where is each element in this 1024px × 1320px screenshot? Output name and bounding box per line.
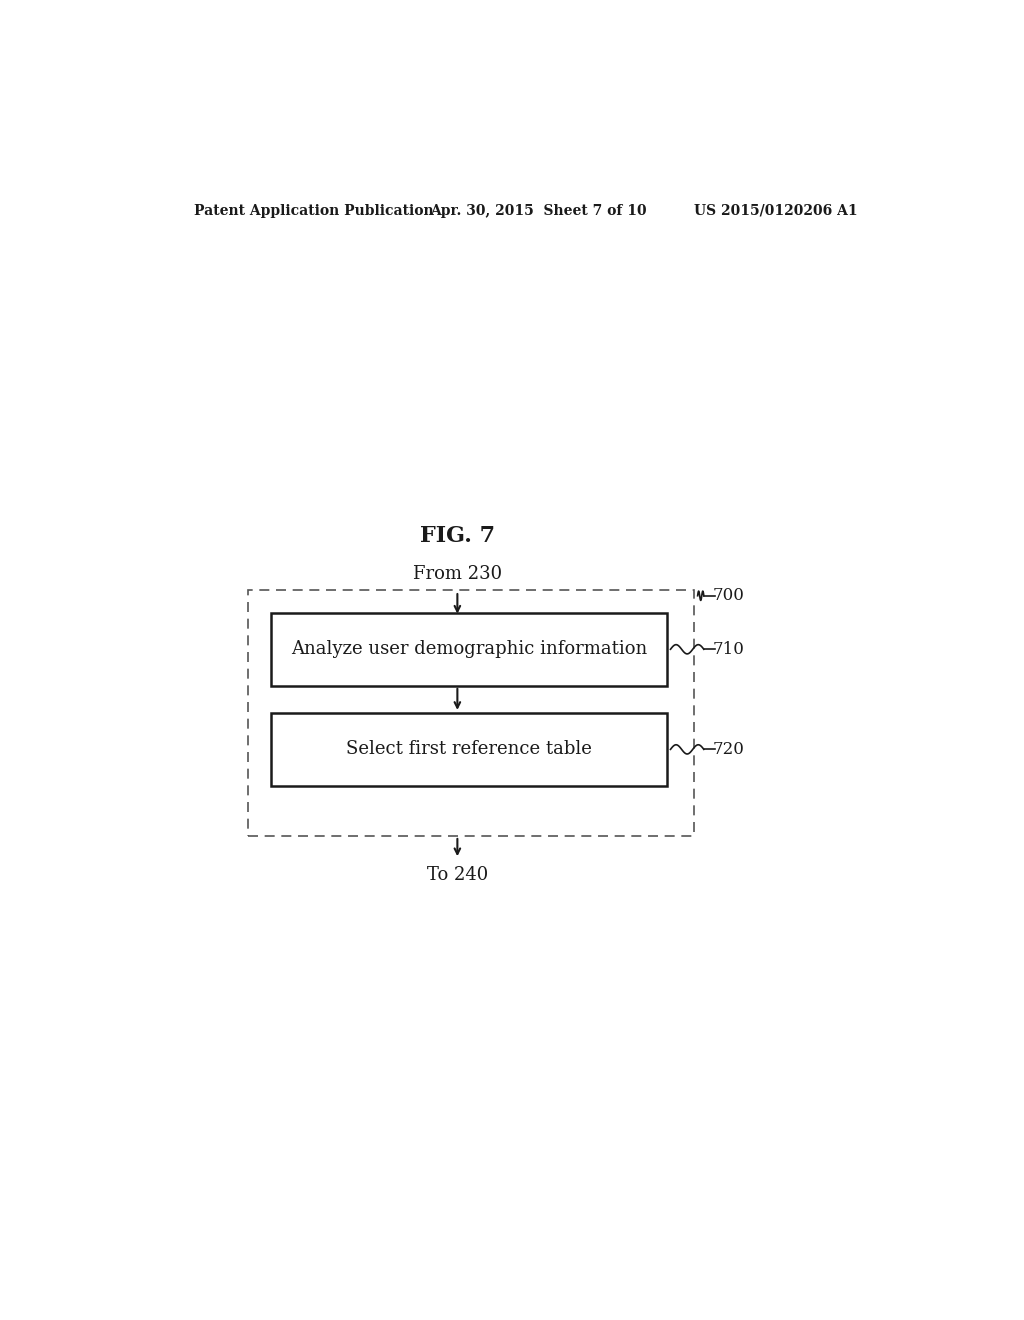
- Text: 700: 700: [713, 587, 745, 605]
- Bar: [271, 612, 667, 686]
- Text: From 230: From 230: [413, 565, 502, 583]
- Bar: [248, 590, 693, 836]
- Text: Analyze user demographic information: Analyze user demographic information: [291, 640, 647, 659]
- Text: 720: 720: [713, 741, 745, 758]
- Text: Select first reference table: Select first reference table: [346, 741, 592, 759]
- Text: Apr. 30, 2015  Sheet 7 of 10: Apr. 30, 2015 Sheet 7 of 10: [430, 203, 647, 218]
- Text: To 240: To 240: [427, 866, 488, 883]
- Text: FIG. 7: FIG. 7: [420, 525, 495, 546]
- Text: US 2015/0120206 A1: US 2015/0120206 A1: [693, 203, 857, 218]
- Text: 710: 710: [713, 640, 745, 657]
- Text: Patent Application Publication: Patent Application Publication: [194, 203, 433, 218]
- Bar: [271, 713, 667, 785]
